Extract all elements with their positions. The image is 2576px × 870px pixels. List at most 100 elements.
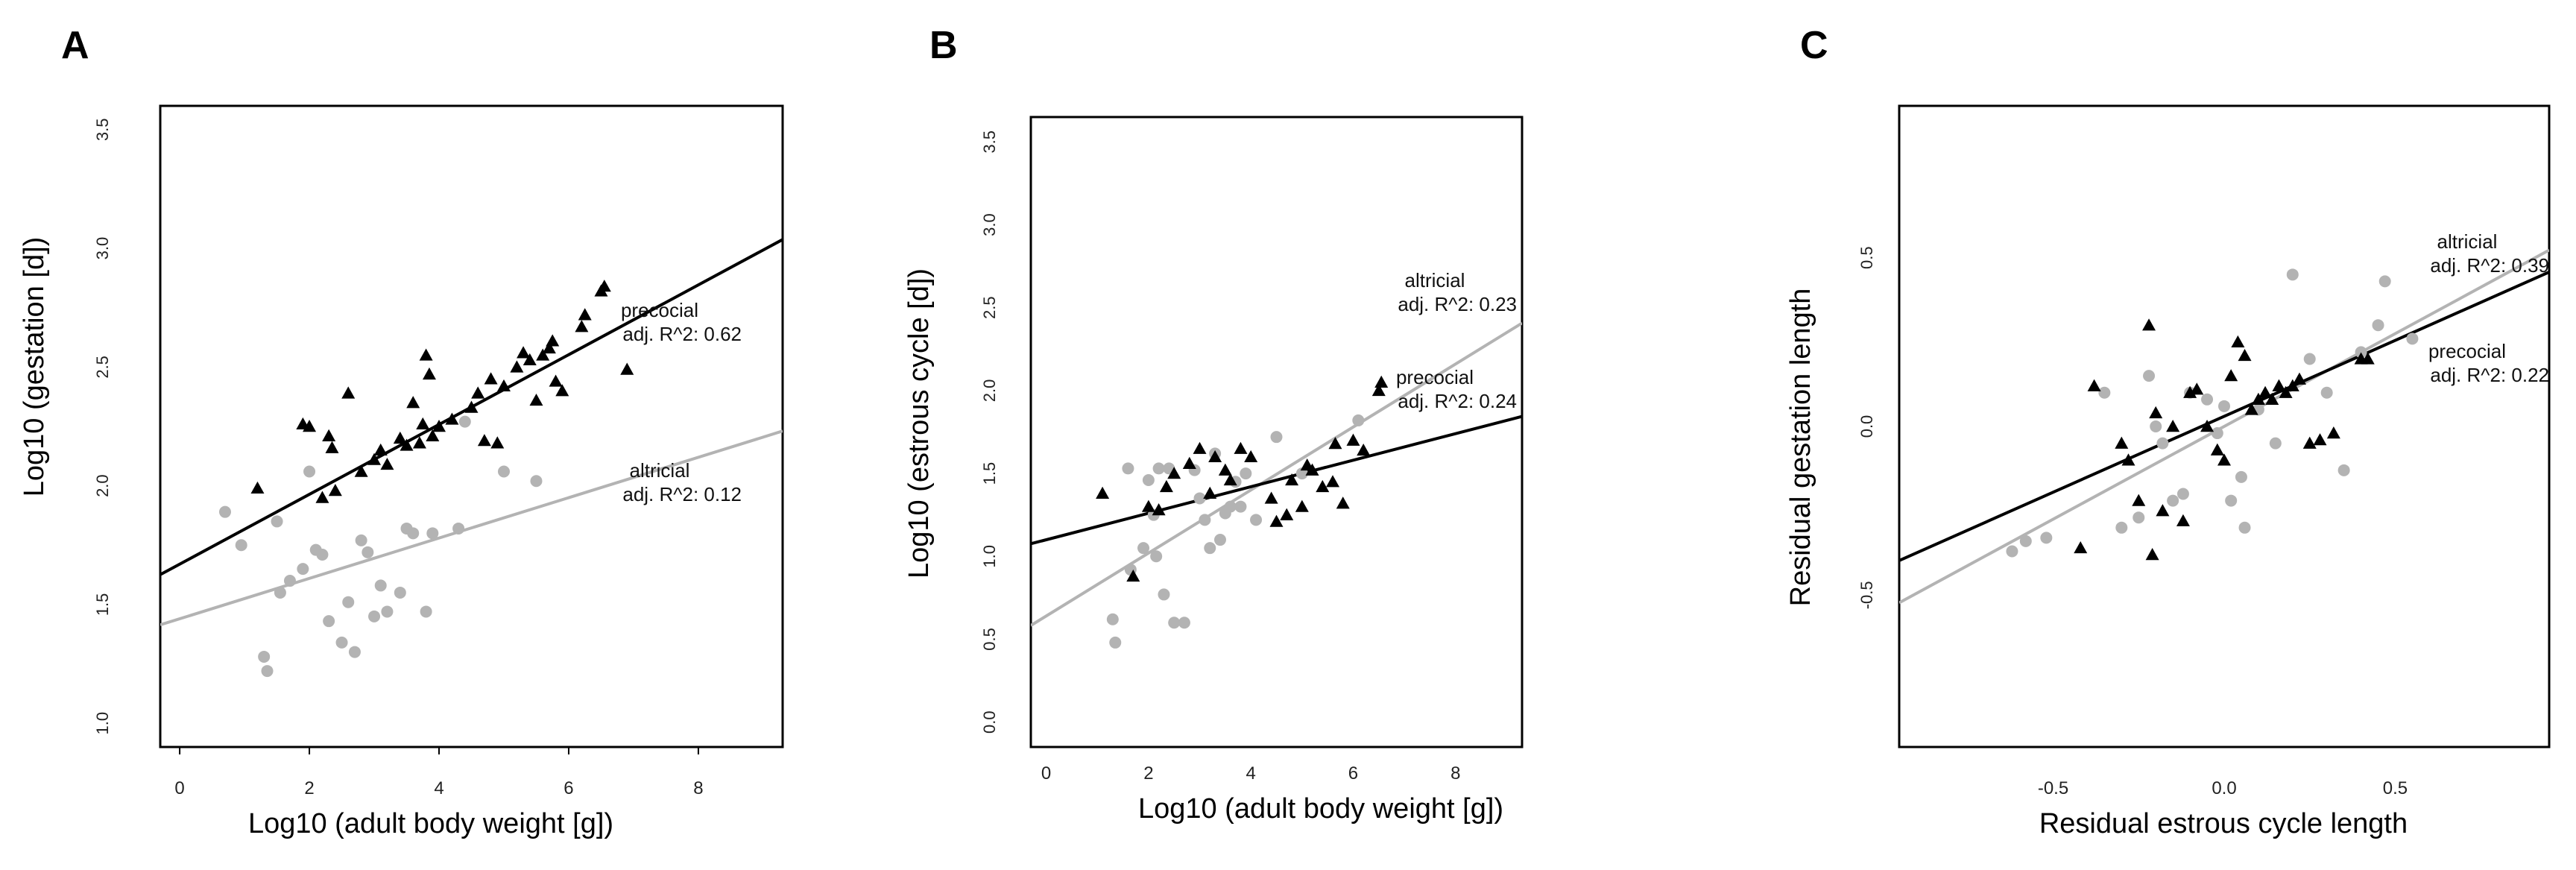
point-precocial bbox=[2238, 348, 2252, 362]
point-precocial bbox=[1328, 437, 1342, 450]
point-precocial bbox=[546, 334, 560, 347]
point-altricial bbox=[2156, 437, 2169, 450]
y-tick-label: 1.5 bbox=[980, 462, 999, 485]
plot-area bbox=[1899, 248, 2549, 605]
plot-frame bbox=[1898, 104, 2551, 748]
point-precocial bbox=[1244, 450, 1258, 463]
point-precocial bbox=[400, 438, 414, 451]
fit-annotation-precocial: precocial bbox=[2428, 340, 2506, 362]
x-tick-label: -0.5 bbox=[2038, 778, 2068, 798]
y-tick-label: 1.5 bbox=[93, 593, 112, 617]
point-precocial bbox=[477, 434, 491, 447]
point-precocial bbox=[445, 412, 459, 425]
point-precocial bbox=[2302, 436, 2317, 449]
regression-line-altricial bbox=[1899, 248, 2549, 605]
panel-letter: B bbox=[929, 24, 958, 67]
fit-annotation-precocial: precocial bbox=[621, 299, 698, 321]
point-altricial bbox=[2235, 470, 2247, 483]
x-tick-label: 0 bbox=[174, 778, 184, 798]
point-precocial bbox=[2244, 403, 2258, 415]
point-altricial bbox=[420, 605, 432, 618]
point-altricial bbox=[452, 522, 465, 535]
point-precocial bbox=[2251, 392, 2265, 405]
point-precocial bbox=[555, 384, 569, 397]
point-altricial bbox=[1199, 514, 1211, 526]
point-altricial bbox=[2098, 386, 2111, 399]
point-precocial bbox=[341, 386, 356, 399]
point-precocial bbox=[523, 353, 537, 366]
x-tick-label: 2 bbox=[304, 778, 314, 798]
point-precocial bbox=[419, 348, 433, 361]
point-altricial bbox=[2143, 370, 2156, 382]
point-precocial bbox=[2149, 406, 2163, 419]
point-precocial bbox=[2087, 379, 2101, 391]
point-altricial bbox=[342, 596, 355, 608]
point-precocial bbox=[2210, 443, 2224, 456]
point-altricial bbox=[2378, 275, 2391, 288]
regression-line-altricial bbox=[1031, 321, 1522, 627]
y-tick-label: -0.5 bbox=[1857, 581, 1876, 609]
point-altricial bbox=[1204, 542, 1216, 555]
y-tick-label: 3.0 bbox=[980, 213, 999, 236]
plot-frame bbox=[159, 104, 784, 748]
x-tick-label: 8 bbox=[1450, 763, 1460, 784]
point-precocial bbox=[2272, 379, 2286, 391]
point-precocial bbox=[2231, 335, 2245, 348]
point-precocial bbox=[325, 441, 339, 453]
point-altricial bbox=[2006, 545, 2018, 558]
point-precocial bbox=[322, 429, 336, 441]
point-precocial bbox=[1280, 508, 1294, 520]
point-altricial bbox=[2355, 346, 2367, 359]
x-tick-label: 0.0 bbox=[2212, 778, 2236, 798]
regression-line-altricial bbox=[160, 429, 783, 627]
point-precocial bbox=[1167, 467, 1181, 479]
point-altricial bbox=[1224, 500, 1237, 513]
x-tick-label: 6 bbox=[1348, 763, 1358, 784]
point-precocial bbox=[1295, 499, 1309, 512]
point-altricial bbox=[1234, 500, 1247, 513]
point-altricial bbox=[1193, 492, 1206, 505]
point-precocial bbox=[549, 374, 563, 387]
point-precocial bbox=[484, 372, 498, 385]
point-altricial bbox=[2337, 464, 2350, 476]
point-precocial bbox=[2074, 540, 2088, 554]
point-precocial bbox=[416, 417, 430, 430]
point-altricial bbox=[2286, 268, 2299, 281]
point-precocial bbox=[1182, 456, 1196, 469]
y-tick-label: 3.5 bbox=[980, 130, 999, 154]
point-altricial bbox=[355, 534, 367, 546]
x-tick-label: 2 bbox=[1143, 763, 1153, 784]
point-precocial bbox=[1371, 383, 1386, 397]
point-precocial bbox=[328, 484, 342, 497]
point-altricial bbox=[1178, 617, 1190, 629]
point-altricial bbox=[1270, 431, 1283, 444]
point-altricial bbox=[374, 579, 387, 592]
point-precocial bbox=[2361, 352, 2375, 365]
point-precocial bbox=[471, 386, 485, 399]
point-precocial bbox=[1357, 443, 1371, 456]
point-precocial bbox=[597, 280, 611, 292]
point-precocial bbox=[1285, 473, 1299, 486]
point-altricial bbox=[1213, 534, 1226, 546]
point-precocial bbox=[496, 379, 511, 392]
y-tick-label: 3.0 bbox=[93, 237, 112, 260]
y-axis-label: Residual gestation length bbox=[1785, 289, 1816, 607]
point-precocial bbox=[393, 431, 407, 444]
point-precocial bbox=[2166, 420, 2180, 432]
point-precocial bbox=[2190, 382, 2204, 395]
x-tick-label: 6 bbox=[564, 778, 573, 798]
point-altricial bbox=[2218, 400, 2230, 412]
point-precocial bbox=[1234, 441, 1248, 454]
point-precocial bbox=[2285, 379, 2299, 391]
point-precocial bbox=[412, 436, 426, 449]
point-precocial bbox=[1336, 497, 1350, 509]
plot-frame bbox=[1029, 116, 1524, 748]
point-precocial bbox=[2121, 453, 2135, 466]
y-tick-label: 0.5 bbox=[1857, 246, 1876, 269]
point-precocial bbox=[250, 481, 265, 494]
point-altricial bbox=[1152, 462, 1165, 475]
point-altricial bbox=[1137, 542, 1150, 555]
point-precocial bbox=[422, 367, 436, 380]
